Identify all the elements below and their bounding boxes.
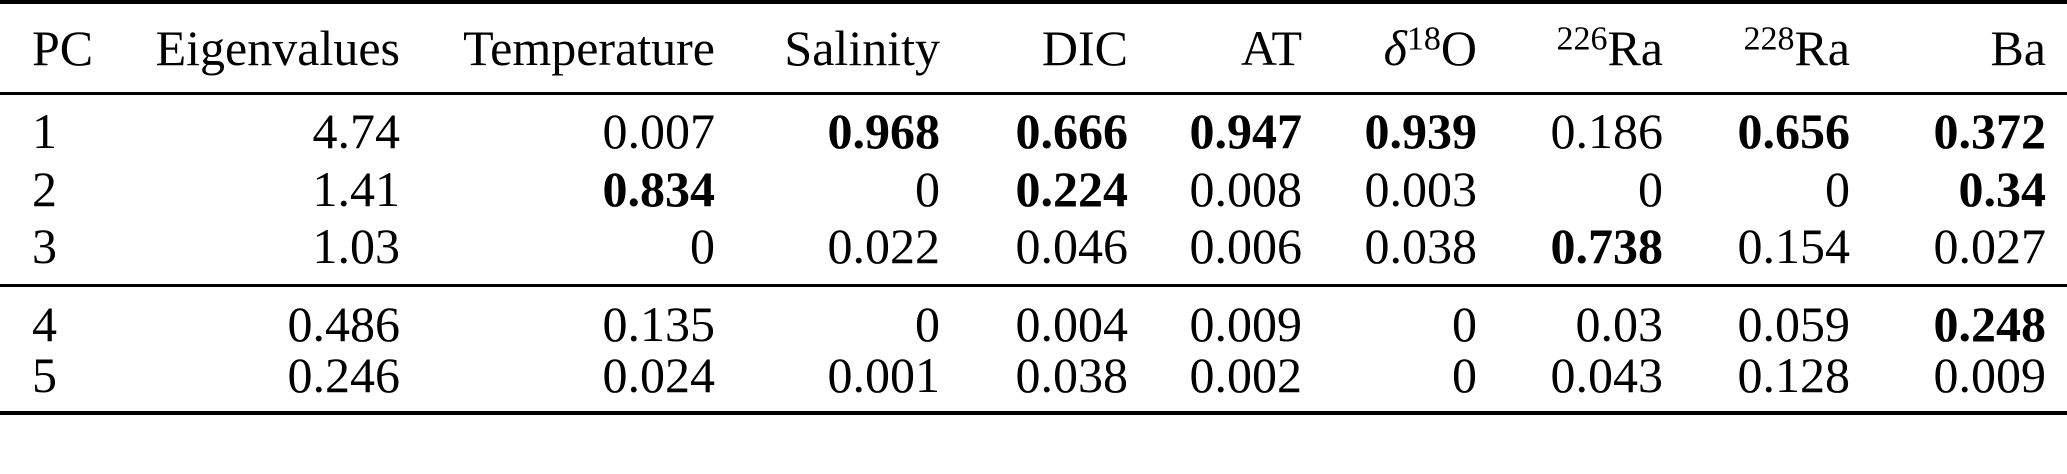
header-ba: Ba (1990, 19, 2046, 76)
cell-r2-delta18o: 0.003 (1364, 161, 1478, 217)
cell-r3-226ra: 0.738 (1550, 218, 1664, 275)
cell-r3-eigenvalue: 1.03 (312, 218, 401, 275)
cell-r3-salinity: 0.022 (827, 218, 941, 275)
cell-r1-salinity: 0.968 (827, 102, 941, 159)
cell-r1-temperature: 0.007 (602, 102, 716, 159)
cell-r2-salinity: 0 (915, 161, 940, 217)
cell-r1-226ra: 0.186 (1550, 102, 1664, 159)
cell-r5-228ra: 0.128 (1737, 347, 1851, 403)
cell-r4-dic: 0.004 (1015, 295, 1129, 352)
cell-r3-pc: 3 (32, 218, 57, 275)
cell-r3-delta18o: 0.038 (1364, 218, 1478, 275)
header-226ra: 226Ra (1477, 2, 1663, 93)
table-header-row: PC Eigenvalues Temperature Salinity DIC … (0, 2, 2067, 93)
cell-r4-eigenvalue: 0.486 (287, 295, 401, 352)
table-row-pc4: 4 0.486 0.135 0 0.004 0.009 0 0.03 0.059… (0, 285, 2067, 349)
cell-r4-226ra: 0.03 (1575, 295, 1664, 352)
header-pc: PC (32, 19, 94, 76)
cell-r1-eigenvalue: 4.74 (312, 102, 401, 159)
cell-r3-228ra: 0.154 (1737, 218, 1851, 275)
cell-r2-pc: 2 (32, 161, 57, 217)
cell-r3-at: 0.006 (1189, 218, 1303, 275)
cell-r5-dic: 0.038 (1015, 347, 1129, 403)
cell-r2-dic: 0.224 (1015, 161, 1129, 217)
cell-r2-at: 0.008 (1189, 161, 1303, 217)
cell-r3-dic: 0.046 (1015, 218, 1129, 275)
superscript-226: 226 (1556, 20, 1608, 58)
delta-symbol: δ (1383, 19, 1407, 76)
oxygen-symbol: O (1440, 19, 1477, 76)
table-row-pc2: 2 1.41 0.834 0 0.224 0.008 0.003 0 0 0.3… (0, 157, 2067, 221)
pca-loadings-table: PC Eigenvalues Temperature Salinity DIC … (0, 0, 2067, 415)
header-at: AT (1240, 19, 1302, 76)
cell-r5-temperature: 0.024 (602, 347, 716, 403)
table-group-minor-pcs: 4 0.486 0.135 0 0.004 0.009 0 0.03 0.059… (0, 285, 2067, 413)
cell-r3-temperature: 0 (690, 218, 715, 275)
header-delta18o: δ18O (1302, 2, 1477, 93)
cell-r4-pc: 4 (32, 295, 57, 352)
table-row-pc5: 5 0.246 0.024 0.001 0.038 0.002 0 0.043 … (0, 349, 2067, 413)
header-228ra: 228Ra (1663, 2, 1850, 93)
cell-r5-226ra: 0.043 (1550, 347, 1664, 403)
superscript-228: 228 (1743, 20, 1795, 58)
cell-r2-eigenvalue: 1.41 (312, 161, 401, 217)
cell-r2-228ra: 0 (1825, 161, 1850, 217)
cell-r4-228ra: 0.059 (1737, 295, 1851, 352)
cell-r1-pc: 1 (32, 102, 57, 159)
cell-r4-at: 0.009 (1189, 295, 1303, 352)
cell-r1-ba: 0.372 (1933, 102, 2047, 159)
superscript-18: 18 (1406, 20, 1441, 58)
cell-r1-at: 0.947 (1189, 102, 1303, 159)
table-group-significant-pcs: 1 4.74 0.007 0.968 0.666 0.947 0.939 0.1… (0, 93, 2067, 285)
header-eigenvalues: Eigenvalues (155, 19, 400, 76)
cell-r4-ba: 0.248 (1933, 295, 2047, 352)
cell-r5-ba: 0.009 (1933, 347, 2047, 403)
cell-r3-ba: 0.027 (1933, 218, 2047, 275)
header-dic: DIC (1041, 19, 1128, 76)
table-row-pc1: 1 4.74 0.007 0.968 0.666 0.947 0.939 0.1… (0, 93, 2067, 157)
cell-r2-226ra: 0 (1638, 161, 1663, 217)
radium-symbol: Ra (1794, 19, 1850, 76)
cell-r4-delta18o: 0 (1452, 295, 1477, 352)
header-salinity: Salinity (784, 19, 940, 76)
header-temperature: Temperature (463, 19, 715, 76)
cell-r5-at: 0.002 (1189, 347, 1303, 403)
table-row-pc3: 3 1.03 0 0.022 0.046 0.006 0.038 0.738 0… (0, 221, 2067, 285)
cell-r5-salinity: 0.001 (827, 347, 941, 403)
cell-r1-dic: 0.666 (1015, 102, 1129, 159)
cell-r4-temperature: 0.135 (602, 295, 716, 352)
cell-r1-delta18o: 0.939 (1364, 102, 1478, 159)
cell-r5-eigenvalue: 0.246 (287, 347, 401, 403)
cell-r2-temperature: 0.834 (602, 161, 716, 217)
cell-r5-delta18o: 0 (1452, 347, 1477, 403)
radium-symbol: Ra (1607, 19, 1663, 76)
cell-r1-228ra: 0.656 (1737, 102, 1851, 159)
cell-r4-salinity: 0 (915, 295, 940, 352)
cell-r5-pc: 5 (32, 347, 57, 403)
cell-r2-ba: 0.34 (1958, 161, 2047, 217)
